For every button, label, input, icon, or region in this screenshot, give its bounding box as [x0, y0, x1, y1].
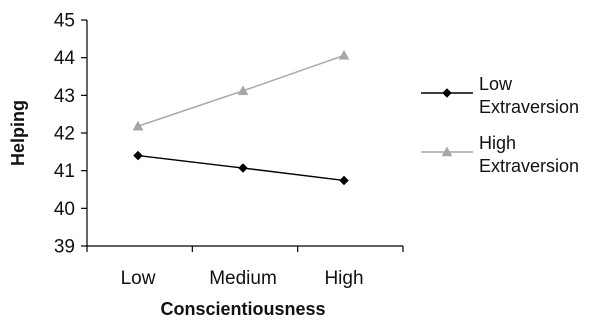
legend-item: High Extraversion: [421, 133, 579, 176]
y-tick-label: 44: [54, 48, 76, 69]
legend-label: Low: [479, 74, 513, 94]
legend-swatch-marker: [442, 88, 452, 98]
series-high-extraversion: [132, 49, 350, 131]
x-ticks: Low Medium High: [86, 246, 404, 289]
y-tick-label: 43: [54, 86, 75, 107]
data-point: [133, 150, 143, 161]
legend-label: High: [479, 133, 516, 153]
y-tick-label: 42: [54, 124, 75, 145]
y-tick-label: 39: [54, 237, 75, 258]
series-layer: [132, 49, 350, 186]
series-low-extraversion: [133, 150, 349, 186]
legend-label: Extraversion: [479, 156, 579, 176]
y-axis-title: Helping: [8, 100, 28, 166]
legend: Low Extraversion High Extraversion: [421, 74, 579, 176]
data-point: [237, 85, 249, 96]
data-point: [339, 175, 349, 186]
legend-label: Extraversion: [479, 97, 579, 117]
legend-item: Low Extraversion: [421, 74, 579, 117]
x-tick-label: High: [324, 268, 363, 289]
legend-swatch-marker: [441, 146, 453, 157]
x-tick-label: Low: [121, 268, 156, 289]
y-tick-label: 40: [54, 199, 75, 220]
data-point: [238, 163, 248, 173]
data-point: [132, 120, 144, 131]
y-tick-label: 45: [54, 11, 75, 32]
y-tick-label: 41: [54, 161, 75, 182]
data-point: [338, 49, 350, 60]
y-ticks: 39 40 41 42 43 44 45: [54, 11, 87, 258]
axes: [86, 20, 403, 247]
x-tick-label: Medium: [209, 268, 277, 289]
x-axis-title: Conscientiousness: [160, 299, 325, 319]
